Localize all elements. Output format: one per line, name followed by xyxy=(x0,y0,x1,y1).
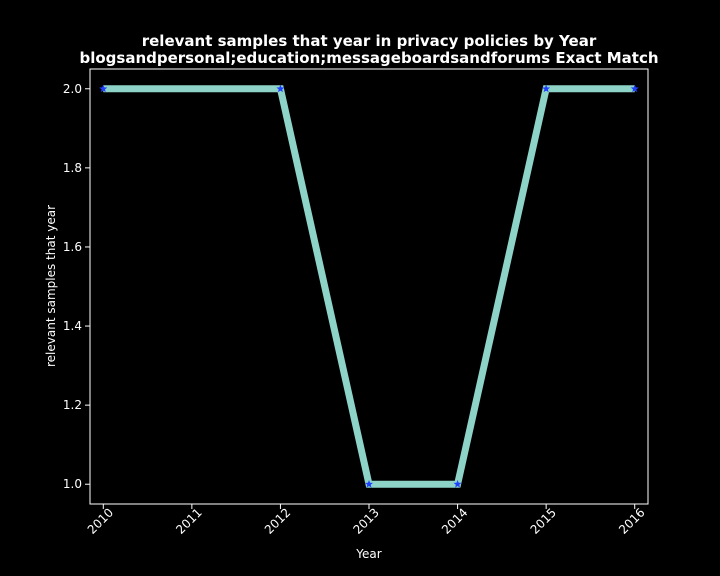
x-tick-label: 2010 xyxy=(85,505,116,536)
y-tick-label: 1.0 xyxy=(63,477,82,491)
series-line xyxy=(103,85,635,488)
data-point-marker xyxy=(276,84,285,93)
y-axis-ticks: 1.0 1.2 1.4 1.6 1.8 2.0 xyxy=(63,82,90,491)
y-tick-label: 1.2 xyxy=(63,398,82,412)
x-tick-label: 2012 xyxy=(262,505,293,536)
chart-title-line-1: relevant samples that year in privacy po… xyxy=(142,32,597,50)
data-point-marker xyxy=(542,84,551,93)
plot-area-frame xyxy=(89,68,649,505)
y-tick-label: 1.6 xyxy=(63,240,82,254)
y-tick-label: 1.8 xyxy=(63,161,82,175)
series-markers-group xyxy=(99,84,639,488)
data-point-marker xyxy=(453,480,462,488)
x-tick-label: 2011 xyxy=(173,505,204,536)
series-line-group xyxy=(103,85,635,488)
y-axis-label: relevant samples that year xyxy=(44,205,58,367)
data-point-marker xyxy=(99,84,108,93)
x-tick-label: 2015 xyxy=(528,505,559,536)
data-point-marker xyxy=(365,480,373,488)
x-axis-label: Year xyxy=(355,547,381,561)
y-tick-label: 1.4 xyxy=(63,319,82,333)
chart-title-line-2: blogsandpersonal;education;messageboards… xyxy=(79,49,658,67)
y-tick-label: 2.0 xyxy=(63,82,82,96)
x-tick-label: 2013 xyxy=(350,505,381,536)
data-point-marker xyxy=(630,84,639,93)
x-tick-label: 2014 xyxy=(439,505,470,536)
x-tick-label: 2016 xyxy=(616,505,647,536)
x-axis-ticks: 2010 2011 2012 2013 2014 2015 2016 xyxy=(85,504,648,537)
